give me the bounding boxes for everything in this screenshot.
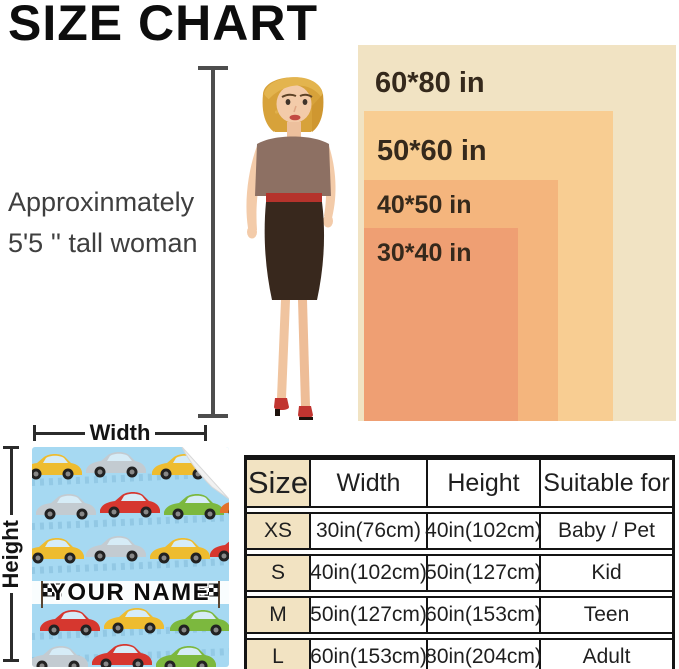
cell-size: S <box>247 556 311 590</box>
cell-height: 40in(102cm) <box>425 514 542 548</box>
size-box-label: 60*80 in <box>375 67 485 99</box>
size-box-label: 50*60 in <box>377 135 487 167</box>
cell-suitable-for: Teen <box>583 603 630 626</box>
size-comparison-chart: 60*80 in 50*60 in 40*50 in 30*40 in <box>358 45 676 421</box>
size-box-30-40: 30*40 in <box>364 228 518 421</box>
width-arrow-line <box>36 431 85 435</box>
woman-shoe-right <box>298 406 313 418</box>
cell-width: 40in(102cm) <box>310 556 428 590</box>
height-arrow: Height <box>0 446 23 663</box>
model-height-note: Approxinmately 5'5 '' tall woman <box>8 182 198 264</box>
header-cell-size: Size <box>247 460 311 506</box>
cell-width: 50in(127cm) <box>310 598 428 632</box>
cell-size: L <box>247 640 311 669</box>
height-arrow-line <box>9 449 13 515</box>
model-note-line-1: Approxinmately <box>8 187 195 217</box>
height-arrow-bottom-tick <box>3 659 19 663</box>
height-label: Height <box>0 519 23 589</box>
your-name-band <box>32 581 229 604</box>
woman-shoe-left <box>274 398 289 410</box>
table-row: XS 30in(76cm) 40in(102cm) Baby / Pet <box>247 512 672 550</box>
cell-width: 60in(153cm) <box>310 640 428 669</box>
table-row: S 40in(102cm) 50in(127cm) Kid <box>247 554 672 592</box>
cell-height: 80in(204cm) <box>425 640 542 669</box>
your-name-text: YOUR NAME <box>50 579 210 606</box>
measure-line-bottom-cap <box>198 414 228 418</box>
woman-illustration <box>246 77 336 420</box>
height-arrow-line <box>9 593 13 660</box>
height-arrow-top-tick <box>3 446 19 449</box>
header-cell-height: Height <box>428 460 541 506</box>
woman-belt <box>266 193 322 202</box>
woman-top <box>255 136 331 196</box>
cell-size: XS <box>247 514 311 548</box>
width-arrow-right-tick <box>204 425 208 441</box>
width-arrow-left-tick <box>33 425 36 441</box>
header-cell-width: Width <box>311 460 428 506</box>
model-note-line-2: 5'5 '' tall woman <box>8 228 198 258</box>
table-row: M 50in(127cm) 60in(153cm) Teen <box>247 596 672 634</box>
table-header-row: Size Width Height Suitable for <box>247 458 672 508</box>
cell-suitable-for: Adult <box>582 645 631 668</box>
size-box-label: 40*50 in <box>377 191 472 219</box>
cell-suitable-for: Kid <box>591 561 622 584</box>
cell-size: M <box>247 598 311 632</box>
width-arrow-line <box>155 431 205 435</box>
width-arrow: Width <box>33 420 208 445</box>
cell-suitable-for: Baby / Pet <box>558 519 655 542</box>
cell-width: 30in(76cm) <box>311 514 428 548</box>
cell-height: 50in(127cm) <box>425 556 542 590</box>
page-title: SIZE CHART <box>8 0 318 51</box>
blanket-preview: YOUR NAME <box>32 447 229 667</box>
width-label: Width <box>89 420 151 445</box>
height-measure-line <box>211 68 215 414</box>
header-cell-suitable-for: Suitable for <box>543 468 670 497</box>
table-row: L 60in(153cm) 80in(204cm) Adult <box>247 638 672 669</box>
woman-skirt <box>264 202 325 300</box>
size-box-label: 30*40 in <box>377 239 472 267</box>
cell-height: 60in(153cm) <box>425 598 542 632</box>
size-table: Size Width Height Suitable for XS 30in(7… <box>244 455 675 669</box>
